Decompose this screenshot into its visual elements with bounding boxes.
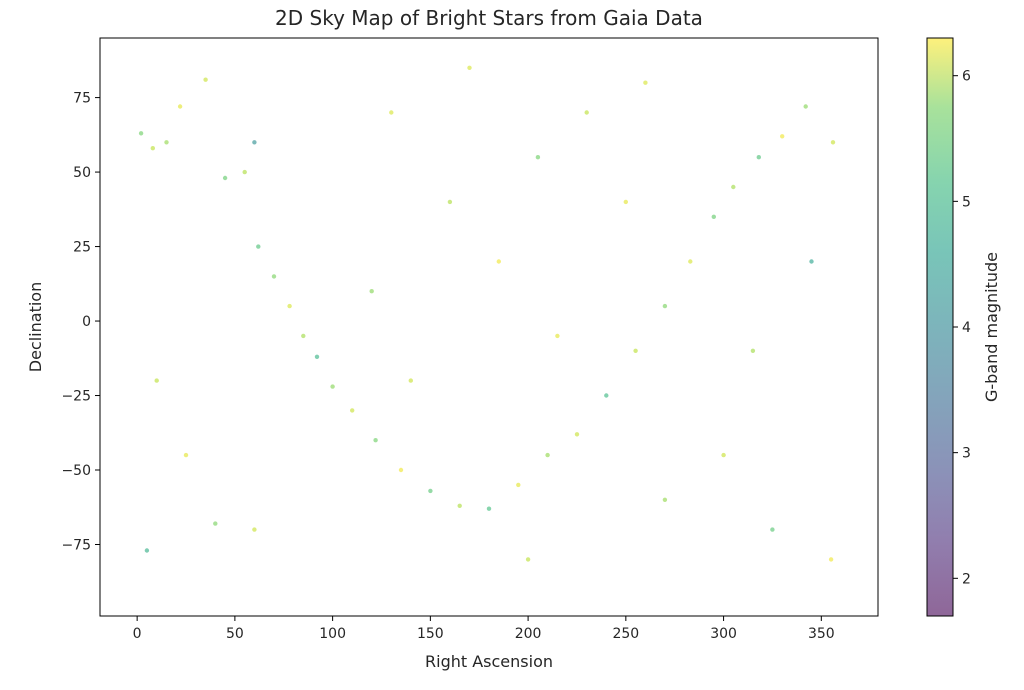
- star-point: [242, 169, 247, 175]
- star-point: [643, 80, 648, 85]
- star-point: [828, 557, 834, 562]
- y-tick-label: −25: [61, 389, 91, 405]
- star-point: [662, 497, 668, 502]
- x-tick-label: 100: [319, 626, 346, 642]
- star-point: [516, 482, 521, 488]
- star-point: [486, 506, 492, 511]
- star-point: [398, 467, 404, 473]
- star-point: [731, 184, 736, 190]
- y-tick-label: 0: [82, 314, 91, 330]
- star-point: [711, 214, 716, 219]
- x-tick-label: 200: [515, 626, 542, 642]
- star-point: [252, 527, 257, 532]
- y-tick-label: 25: [73, 240, 91, 256]
- star-point: [688, 259, 693, 264]
- star-point: [330, 384, 335, 389]
- colorbar: [926, 37, 954, 617]
- x-axis-label: Right Ascension: [425, 652, 553, 671]
- star-point: [525, 557, 531, 562]
- star-point: [584, 110, 589, 115]
- star-point: [535, 155, 541, 160]
- star-point: [447, 199, 453, 205]
- chart-title: 2D Sky Map of Bright Stars from Gaia Dat…: [275, 6, 703, 30]
- y-axis-label: Declination: [26, 282, 45, 372]
- star-point: [428, 488, 433, 494]
- star-point: [604, 393, 609, 398]
- colorbar-tick-label: 4: [962, 320, 971, 336]
- star-point: [830, 140, 836, 145]
- star-point: [271, 274, 277, 279]
- star-point: [373, 438, 378, 443]
- x-tick-label: 0: [133, 626, 142, 642]
- y-tick-label: −50: [61, 463, 91, 479]
- star-point: [203, 77, 208, 82]
- y-tick-label: 50: [73, 165, 91, 181]
- star-point: [408, 378, 413, 383]
- x-axis: 0 50 100 150 200 250 300 350: [133, 616, 835, 642]
- star-point: [183, 452, 189, 458]
- x-tick-label: 150: [417, 626, 444, 642]
- star-point: [467, 65, 472, 71]
- star-point: [633, 348, 638, 353]
- y-tick-label: −75: [61, 537, 91, 553]
- star-point: [770, 527, 775, 532]
- star-point: [164, 140, 169, 145]
- star-point: [138, 131, 144, 136]
- x-tick-label: 350: [808, 626, 835, 642]
- plot-frame: [99, 37, 879, 617]
- colorbar-tick-label: 3: [962, 446, 971, 462]
- star-point: [314, 354, 320, 359]
- star-point: [256, 244, 261, 249]
- x-tick-label: 250: [612, 626, 639, 642]
- star-point: [457, 503, 462, 508]
- star-point: [177, 104, 183, 109]
- colorbar-axis: 2 3 4 5 6: [953, 69, 971, 587]
- colorbar-tick-label: 5: [962, 194, 971, 210]
- star-point: [662, 303, 668, 309]
- star-point: [301, 333, 306, 339]
- y-tick-label: 75: [73, 91, 91, 107]
- star-point: [144, 548, 150, 553]
- star-point: [803, 104, 808, 109]
- colorbar-tick-label: 2: [962, 571, 971, 587]
- plot-area: [100, 38, 878, 616]
- star-point: [150, 146, 155, 151]
- star-point: [750, 348, 756, 353]
- colorbar-tick-label: 6: [962, 69, 971, 85]
- colorbar-label: G-band magnitude: [982, 252, 1001, 402]
- star-point: [213, 521, 218, 526]
- star-point: [545, 452, 550, 458]
- star-point: [780, 134, 785, 139]
- star-point: [252, 140, 257, 145]
- star-point: [721, 452, 726, 458]
- star-point: [555, 333, 560, 339]
- x-tick-label: 300: [710, 626, 737, 642]
- y-axis: −75 −50 −25 0 25 50 75: [61, 91, 100, 553]
- star-point: [809, 259, 814, 264]
- scatter-points: [138, 65, 836, 562]
- star-point: [389, 110, 394, 115]
- star-point: [369, 289, 374, 294]
- star-point: [623, 199, 628, 205]
- x-tick-label: 50: [226, 626, 244, 642]
- star-point: [222, 175, 228, 181]
- star-point: [350, 408, 355, 413]
- star-point: [287, 303, 292, 309]
- star-point: [574, 432, 580, 437]
- star-point: [496, 259, 501, 264]
- star-point: [756, 155, 761, 160]
- star-point: [154, 378, 159, 383]
